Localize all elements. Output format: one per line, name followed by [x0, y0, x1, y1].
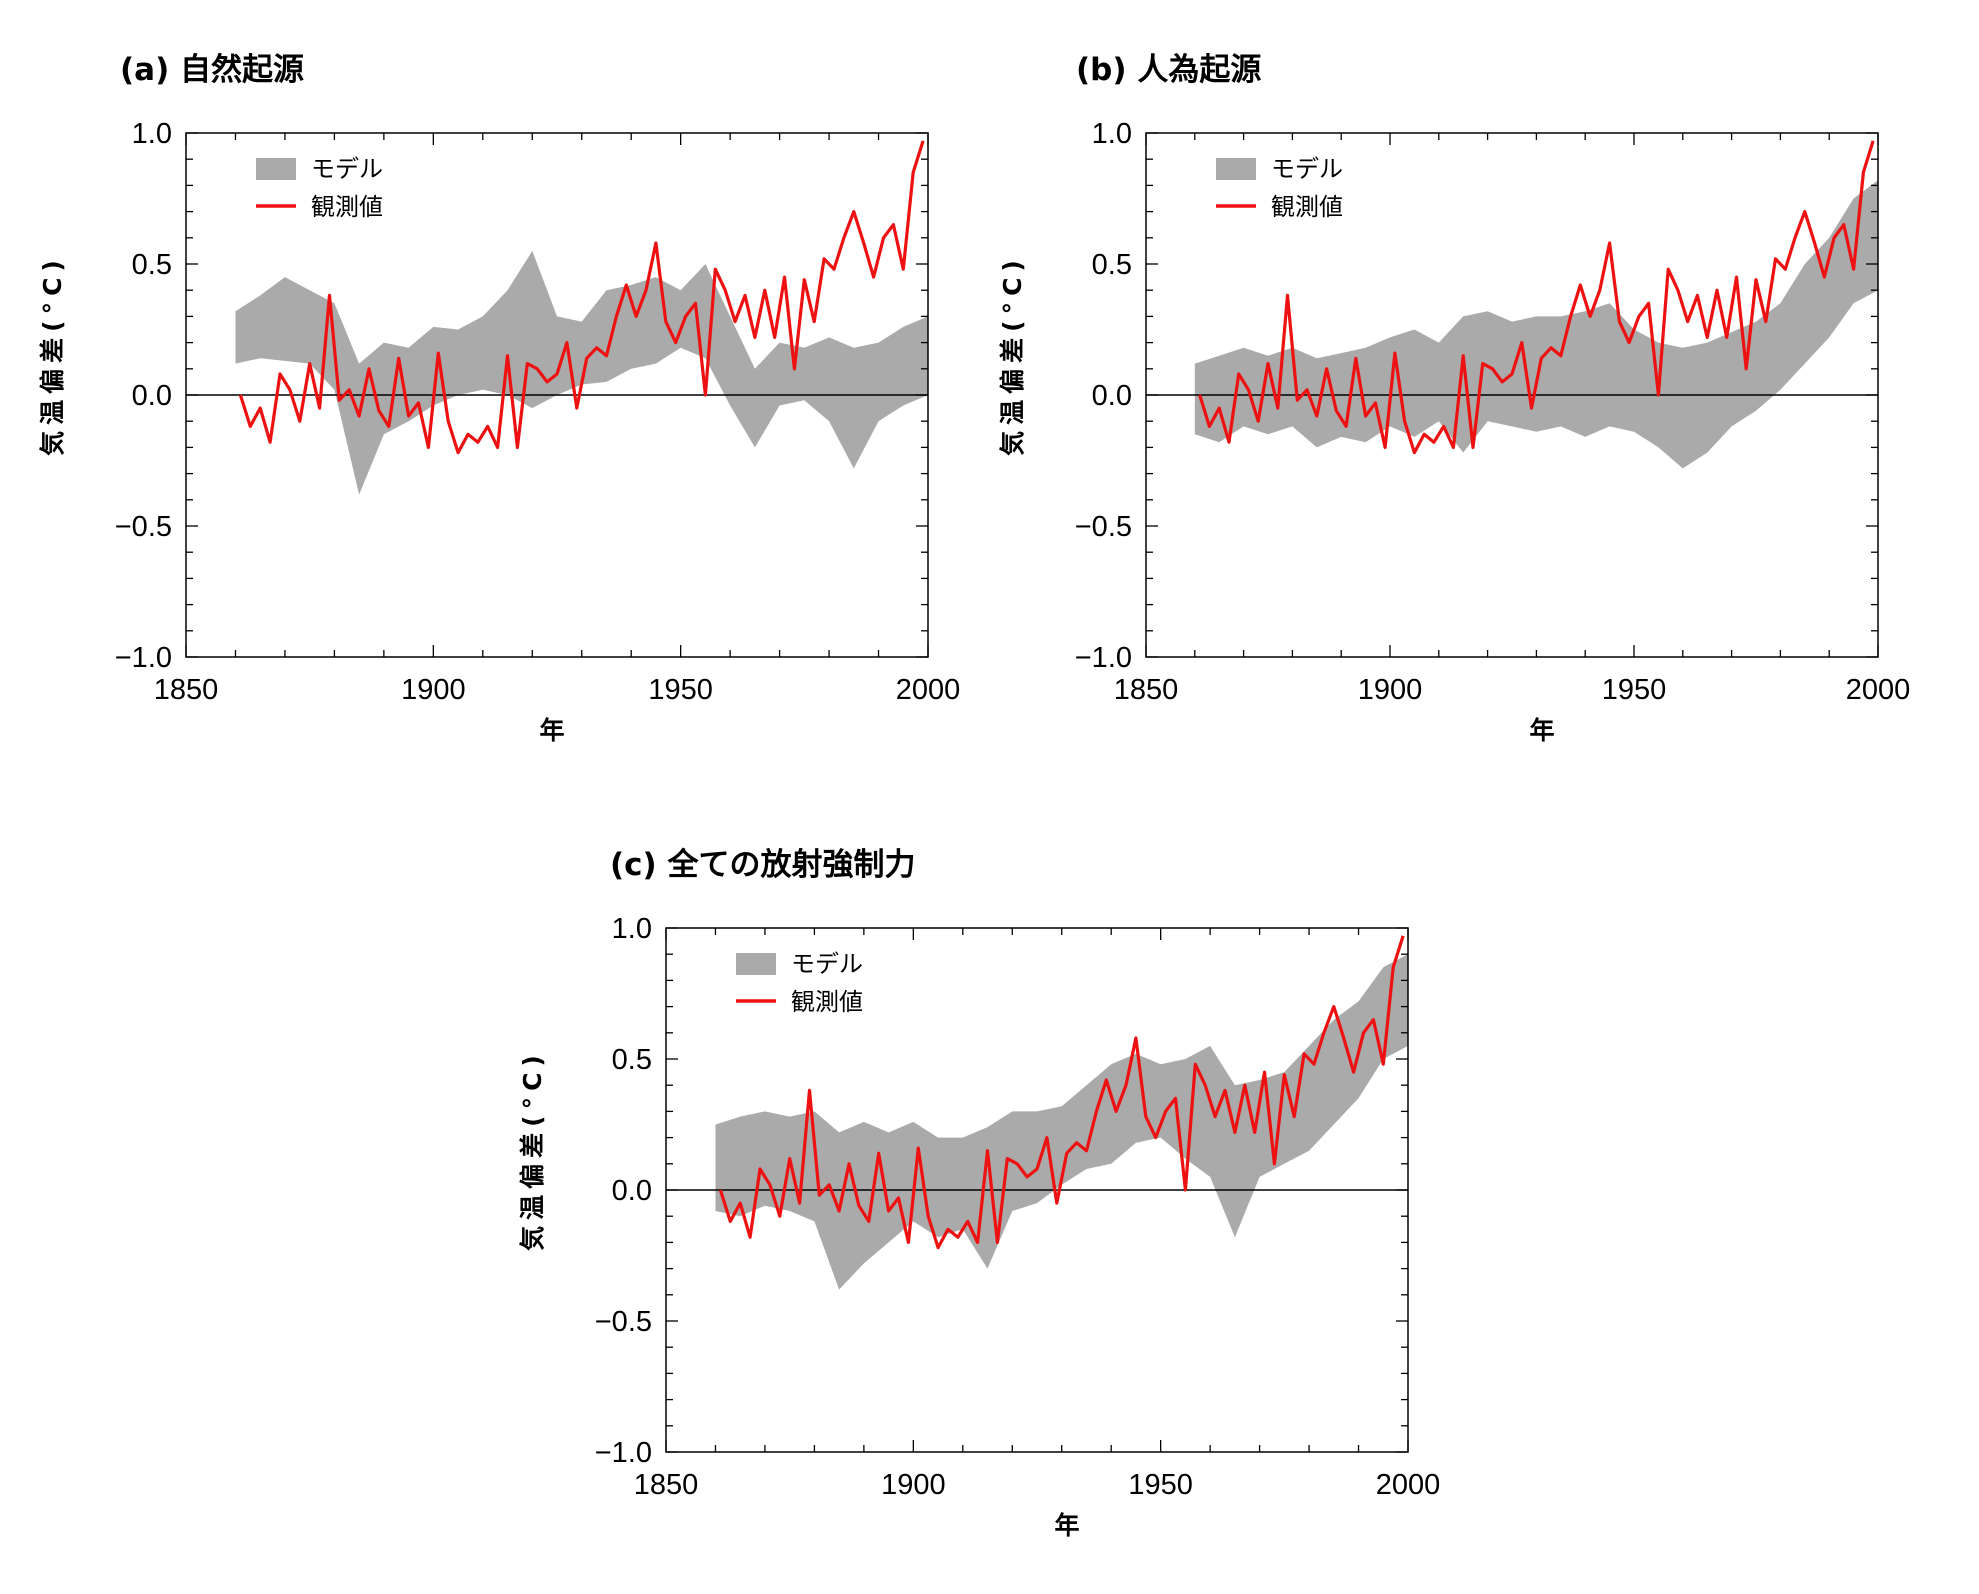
x-tick-label: 2000 [1846, 674, 1911, 706]
legend-model-label: モデル [791, 950, 863, 978]
legend-observed-label: 観測値 [1271, 193, 1343, 221]
model-band [1194, 180, 1878, 469]
y-tick-label: −0.5 [1075, 511, 1132, 543]
legend-observed-label: 観測値 [311, 193, 383, 221]
y-tick-label: 1.0 [612, 913, 652, 945]
x-tick-label: 2000 [896, 674, 961, 706]
y-tick-label: −1.0 [115, 642, 172, 674]
legend-model-swatch [256, 158, 296, 180]
y-tick-label: 0.0 [612, 1175, 652, 1207]
x-tick-label: 1950 [648, 674, 713, 706]
y-tick-label: 0.5 [132, 249, 172, 281]
legend-model-label: モデル [311, 155, 383, 183]
y-axis-title: 気温偏差(°C) [518, 1049, 547, 1251]
x-tick-label: 2000 [1376, 1469, 1441, 1501]
y-tick-label: 0.5 [612, 1044, 652, 1076]
x-tick-label: 1900 [1358, 674, 1423, 706]
y-tick-label: 0.5 [1092, 249, 1132, 281]
x-tick-label: 1850 [154, 674, 219, 706]
x-tick-label: 1950 [1128, 1469, 1193, 1501]
observed-line [1198, 140, 1875, 455]
y-tick-label: 1.0 [132, 118, 172, 150]
legend-observed-label: 観測値 [791, 988, 863, 1016]
x-axis-title: 年 [539, 716, 564, 745]
y-tick-label: 0.0 [1092, 380, 1132, 412]
observed-line [718, 935, 1405, 1250]
legend-model-label: モデル [1271, 155, 1343, 183]
y-tick-label: 0.0 [132, 380, 172, 412]
x-tick-label: 1900 [881, 1469, 946, 1501]
chart-title: (b) 人為起源 [1076, 52, 1261, 88]
chart-title: (a) 自然起源 [120, 52, 304, 88]
chart-title: (c) 全ての放射強制力 [610, 847, 916, 883]
y-axis-title: 気温偏差(°C) [38, 254, 67, 456]
x-tick-label: 1850 [1114, 674, 1179, 706]
y-tick-label: −0.5 [115, 511, 172, 543]
x-axis-title: 年 [1529, 716, 1554, 745]
x-tick-label: 1950 [1602, 674, 1667, 706]
observed-line [238, 140, 925, 455]
x-tick-label: 1900 [401, 674, 466, 706]
y-tick-label: −1.0 [1075, 642, 1132, 674]
legend-model-swatch [736, 953, 776, 975]
y-tick-label: 1.0 [1092, 118, 1132, 150]
y-tick-label: −0.5 [595, 1306, 652, 1338]
y-tick-label: −1.0 [595, 1437, 652, 1469]
x-tick-label: 1850 [634, 1469, 699, 1501]
y-axis-title: 気温偏差(°C) [998, 254, 1027, 456]
model-band [235, 250, 928, 495]
legend-model-swatch [1216, 158, 1256, 180]
x-axis-title: 年 [1054, 1511, 1079, 1540]
